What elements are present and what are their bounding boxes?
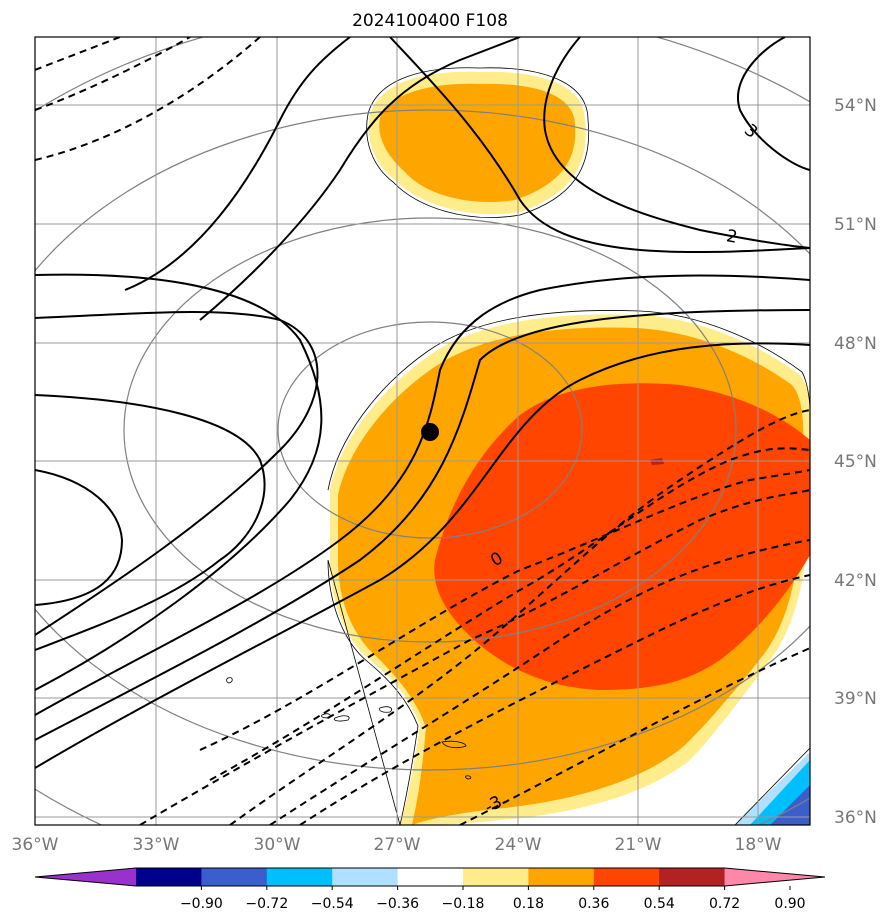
lon-label: 18°W xyxy=(735,835,782,855)
latitude-labels: 54°N 51°N 48°N 45°N 42°N 39°N 36°N xyxy=(834,96,877,828)
coast-outline xyxy=(226,67,810,825)
longitude-labels: 36°W 33°W 30°W 27°W 24°W 21°W 18°W xyxy=(12,835,782,855)
concentric-circles xyxy=(35,37,810,825)
colorbar-segment xyxy=(659,868,726,886)
colorbar-segment xyxy=(593,868,660,886)
map-area: 3 2 0 -3 xyxy=(35,37,810,825)
colorbar-segment xyxy=(201,868,268,886)
colorbar-tick-label: 0.90 xyxy=(774,896,805,912)
colorbar-segment xyxy=(528,868,595,886)
colorbar-tick-label: 0.36 xyxy=(578,896,609,912)
lat-label: 39°N xyxy=(834,689,877,709)
colorbar-extend-low xyxy=(35,868,136,886)
colorbar-tick-label: 0.54 xyxy=(644,896,675,912)
colorbar-tick-label: −0.54 xyxy=(311,896,354,912)
lon-label: 21°W xyxy=(615,835,662,855)
location-marker xyxy=(421,423,439,441)
colorbar-tick-label: −0.72 xyxy=(245,896,288,912)
colorbar-tick-label: −0.90 xyxy=(180,896,223,912)
lat-label: 36°N xyxy=(834,808,877,828)
colorbar-segment xyxy=(397,868,464,886)
colorbar-segment xyxy=(332,868,399,886)
dashed-contours xyxy=(35,37,810,825)
lon-label: 36°W xyxy=(12,835,59,855)
lat-label: 45°N xyxy=(834,452,877,472)
colorbar-extend-high xyxy=(724,868,825,886)
colorbar-tick-label: −0.18 xyxy=(442,896,485,912)
colorbar-segment xyxy=(136,868,202,886)
contour-label-2: 2 xyxy=(725,226,739,248)
colorbar: −0.90 −0.72 −0.54 −0.36 −0.18 0.18 0.36 0.54 0.7… xyxy=(34,867,826,912)
lat-label: 51°N xyxy=(834,215,877,235)
map-title: 2024100400 F108 xyxy=(352,11,508,31)
colorbar-tick-label: 0.72 xyxy=(709,896,740,912)
lon-label: 27°W xyxy=(374,835,421,855)
field-north-orange xyxy=(379,83,576,202)
solid-contours xyxy=(35,37,810,769)
lat-label: 48°N xyxy=(834,334,877,354)
colorbar-segment xyxy=(266,868,333,886)
colorbar-segment xyxy=(463,868,529,886)
field-main-redorange xyxy=(434,383,810,690)
colorbar-tick-label: 0.18 xyxy=(513,896,544,912)
lon-label: 30°W xyxy=(254,835,301,855)
colorbar-outline xyxy=(34,867,826,887)
lon-label: 33°W xyxy=(133,835,180,855)
lat-label: 54°N xyxy=(834,96,877,116)
colorbar-tick-label: −0.36 xyxy=(376,896,419,912)
lat-label: 42°N xyxy=(834,571,877,591)
filled-field xyxy=(330,71,810,825)
lon-label: 24°W xyxy=(495,835,542,855)
map-frame xyxy=(34,36,811,826)
